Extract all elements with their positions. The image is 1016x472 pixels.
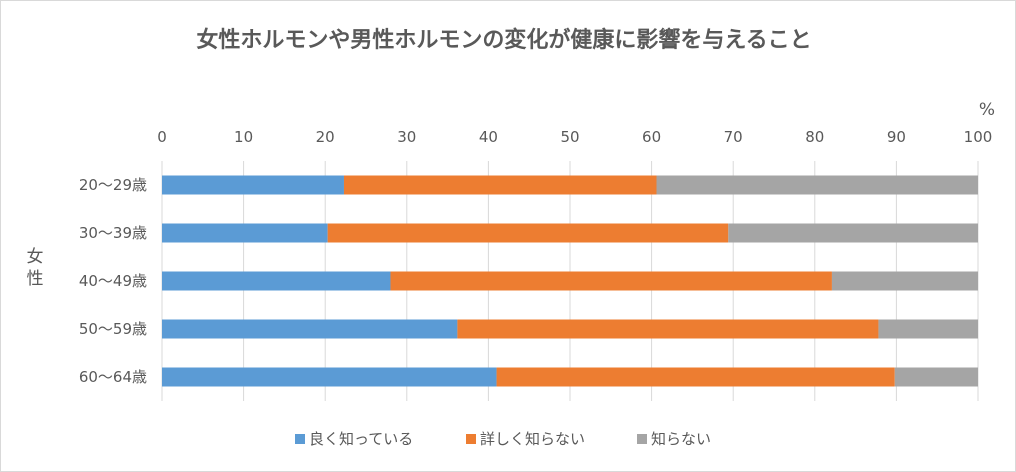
bar-segment-series-3 bbox=[656, 175, 978, 195]
category-label: 20～29歳 bbox=[79, 176, 147, 194]
legend: 良く知っている 詳しく知らない 知らない bbox=[295, 430, 711, 448]
bar-segment-series-3 bbox=[831, 271, 978, 291]
category-label: 30～39歳 bbox=[79, 224, 147, 242]
y-axis-categories: 20～29歳 30～39歳 40～49歳 50～59歳 60～64歳 bbox=[79, 176, 147, 386]
x-tick-label: 40 bbox=[479, 128, 498, 146]
x-tick-label: 50 bbox=[560, 128, 579, 146]
x-axis-ticks: 0 10 20 30 40 50 60 70 80 90 100 bbox=[157, 128, 992, 146]
bars bbox=[162, 175, 978, 387]
x-tick-label: 100 bbox=[964, 128, 993, 146]
y-axis-title-char: 女 bbox=[27, 247, 44, 267]
legend-label: 詳しく知らない bbox=[480, 430, 585, 448]
x-tick-label: 0 bbox=[157, 128, 167, 146]
chart-title: 女性ホルモンや男性ホルモンの変化が健康に影響を与えること bbox=[196, 27, 811, 53]
bar-segment-series-2 bbox=[343, 175, 657, 195]
x-tick-label: 80 bbox=[805, 128, 824, 146]
bar-segment-series-1 bbox=[162, 271, 391, 291]
bar-segment-series-2 bbox=[496, 367, 895, 387]
bar-segment-series-2 bbox=[327, 223, 729, 243]
bar-segment-series-1 bbox=[162, 367, 497, 387]
bar-segment-series-1 bbox=[162, 319, 458, 339]
legend-swatch bbox=[295, 434, 305, 444]
bar-segment-series-1 bbox=[162, 223, 328, 243]
x-tick-label: 60 bbox=[642, 128, 661, 146]
x-tick-label: 90 bbox=[887, 128, 906, 146]
legend-label: 知らない bbox=[651, 430, 711, 448]
x-tick-label: 30 bbox=[397, 128, 416, 146]
legend-swatch bbox=[637, 434, 647, 444]
legend-swatch bbox=[466, 434, 476, 444]
category-label: 60～64歳 bbox=[79, 368, 147, 386]
bar-segment-series-3 bbox=[728, 223, 978, 243]
y-axis-title-char: 性 bbox=[27, 269, 44, 289]
bar-segment-series-1 bbox=[162, 175, 344, 195]
bar-segment-series-2 bbox=[457, 319, 879, 339]
legend-label: 良く知っている bbox=[309, 430, 413, 448]
category-label: 40～49歳 bbox=[79, 272, 147, 290]
x-tick-label: 10 bbox=[234, 128, 253, 146]
x-tick-label: 70 bbox=[724, 128, 743, 146]
bar-segment-series-3 bbox=[894, 367, 978, 387]
x-tick-label: 20 bbox=[316, 128, 335, 146]
bar-segment-series-2 bbox=[390, 271, 832, 291]
category-label: 50～59歳 bbox=[79, 320, 147, 338]
y-axis-title: 女性 bbox=[27, 247, 44, 289]
bar-segment-series-3 bbox=[878, 319, 978, 339]
x-axis-unit-label: % bbox=[979, 100, 995, 120]
